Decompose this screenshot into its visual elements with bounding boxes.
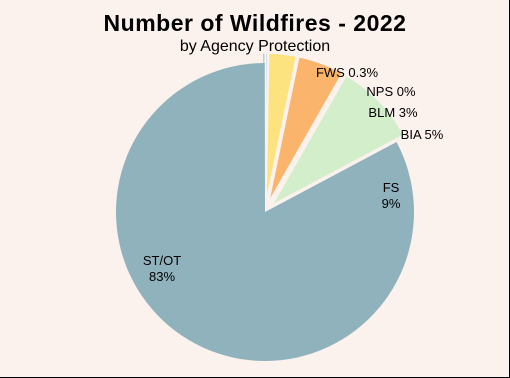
pie-slice-blm (265, 52, 298, 203)
pie-slice-bia (267, 55, 344, 204)
slice-label-fws: FWS 0.3% (316, 65, 379, 80)
pie-slice-st-ot (116, 63, 415, 362)
pie-slice-fs (270, 74, 405, 207)
slice-label-nps: NPS 0% (366, 84, 416, 99)
slice-label-st-ot: ST/OT 83% (143, 253, 181, 284)
chart-subtitle: by Agency Protection (179, 38, 331, 55)
chart-title: Number of Wildfires - 2022 (103, 10, 407, 36)
slice-label-blm: BLM 3% (368, 105, 418, 120)
slice-label-bia: BIA 5% (401, 127, 444, 142)
slice-label-fs: FS 9% (382, 180, 401, 211)
pie-slice-nps (264, 52, 269, 203)
